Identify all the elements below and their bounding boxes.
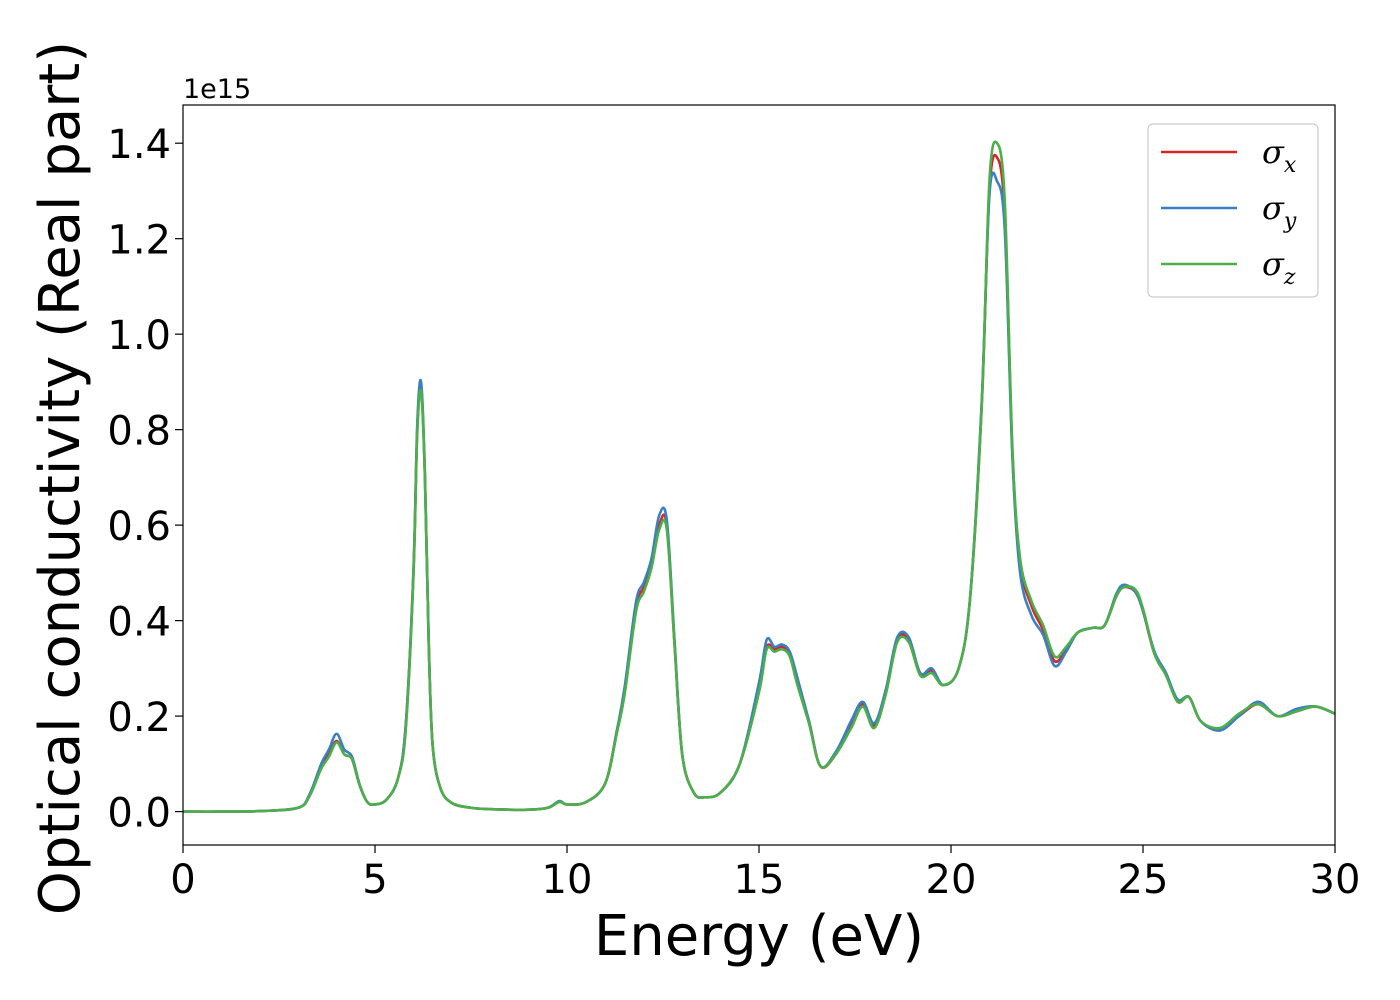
x-tick-label: 20 [926,857,977,903]
y-tick-label: 0.8 [107,409,171,455]
legend-frame [1147,123,1319,298]
x-tick-label: 30 [1310,857,1361,903]
x-tick-label: 15 [734,857,785,903]
y-tick-label: 0.2 [107,695,171,741]
y-tick-label: 1.4 [107,122,171,168]
x-axis-ticks: 0 5 10 15 20 25 30 [170,845,1360,903]
x-tick-label: 25 [1118,857,1169,903]
x-tick-label: 5 [362,857,387,903]
plot-lines [182,140,1336,813]
x-tick-label: 10 [542,857,593,903]
y-axis-title: Optical conductivity (Real part) [28,41,93,915]
y-tick-label: 0.0 [107,791,171,837]
y-tick-label: 0.4 [107,600,171,646]
series-line-z [182,140,1336,813]
y-tick-label: 1.2 [107,218,171,264]
y-offset-label: 1e15 [183,74,251,105]
y-tick-label: 1.0 [107,313,171,359]
y-tick-label: 0.6 [107,504,171,550]
x-tick-label: 0 [170,857,195,903]
x-axis-title: Energy (eV) [594,904,924,969]
y-axis-ticks: 0.0 0.2 0.4 0.6 0.8 1.0 1.2 1.4 [107,122,183,837]
